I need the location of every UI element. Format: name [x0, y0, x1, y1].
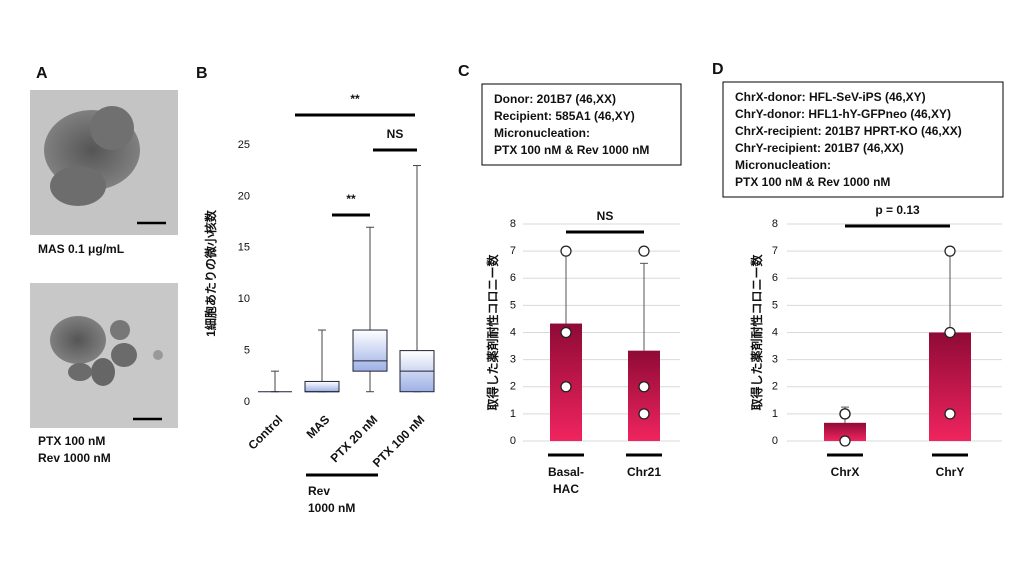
y-tick-label: 2 [772, 381, 778, 393]
data-point [560, 326, 572, 339]
y-tick-label: 6 [772, 272, 778, 284]
y-tick-label: 3 [510, 354, 516, 366]
bar [929, 332, 971, 441]
panel-label: B [196, 65, 208, 82]
significance-label: ** [350, 92, 360, 106]
data-point [638, 381, 650, 393]
y-tick-label: 5 [510, 299, 516, 311]
group-label: Rev 1000 nM [308, 484, 355, 515]
y-tick-label: 5 [244, 345, 250, 357]
bar [824, 422, 866, 441]
data-point [560, 381, 572, 393]
info-line: PTX 100 nM & Rev 1000 nM [735, 175, 890, 189]
x-tick-label: Chr21 [627, 465, 661, 479]
panel-label: D [712, 61, 724, 78]
data-point [560, 245, 572, 257]
x-tick-label: ChrY [936, 465, 965, 479]
significance-label: ** [346, 192, 356, 206]
y-tick-label: 20 [238, 190, 250, 202]
micrograph [30, 90, 178, 235]
caption: PTX 100 nM Rev 1000 nM [38, 434, 111, 465]
y-tick-label: 0 [244, 396, 250, 408]
y-axis-label: 取得した薬剤耐性コロニー数 [485, 254, 500, 411]
info-line: ChrY-donor: HFL1-hY-GFPneo (46,XY) [735, 107, 951, 121]
info-line: Micronucleation: [494, 126, 590, 140]
data-point [839, 435, 851, 447]
data-point [944, 245, 956, 257]
y-tick-label: 2 [510, 381, 516, 393]
box [304, 380, 340, 393]
y-tick-label: 1 [510, 408, 516, 420]
caption: MAS 0.1 μg/mL [38, 242, 124, 256]
y-tick-label: 3 [772, 354, 778, 366]
panel-label: C [458, 63, 470, 80]
data-point [638, 245, 650, 257]
box [352, 329, 388, 372]
y-tick-label: 15 [238, 242, 250, 254]
y-axis-label: 取得した薬剤耐性コロニー数 [749, 254, 764, 411]
y-tick-label: 7 [772, 245, 778, 257]
y-tick-label: 0 [772, 435, 778, 447]
y-tick-label: 0 [510, 435, 516, 447]
y-tick-label: 8 [510, 218, 516, 230]
y-tick-label: 10 [238, 293, 250, 305]
panel-label: A [36, 65, 48, 82]
info-line: Donor: 201B7 (46,XX) [494, 92, 616, 106]
y-axis-label: 1細胞あたりの微小核数 [203, 209, 218, 337]
y-tick-label: 5 [772, 299, 778, 311]
data-point [944, 326, 956, 339]
y-tick-label: 8 [772, 218, 778, 230]
micrograph [30, 283, 178, 428]
info-line: Recipient: 585A1 (46,XY) [494, 109, 635, 123]
y-tick-label: 25 [238, 139, 250, 151]
data-point [638, 408, 650, 420]
info-line: ChrX-donor: HFL-SeV-iPS (46,XY) [735, 90, 926, 104]
data-point [839, 408, 851, 420]
info-line: ChrX-recipient: 201B7 HPRT-KO (46,XX) [735, 124, 962, 138]
y-tick-label: 4 [772, 326, 778, 338]
info-line: Micronucleation: [735, 158, 831, 172]
data-point [944, 408, 956, 420]
y-tick-label: 6 [510, 272, 516, 284]
y-tick-label: 4 [510, 326, 516, 338]
y-tick-label: 1 [772, 408, 778, 420]
info-line: PTX 100 nM & Rev 1000 nM [494, 143, 649, 157]
x-tick-label: Basal-HAC [548, 465, 584, 496]
significance-label: NS [387, 127, 404, 141]
x-tick-label: ChrX [831, 465, 860, 479]
info-line: ChrY-recipient: 201B7 (46,XX) [735, 141, 904, 155]
info-box [722, 81, 1004, 198]
significance-label: NS [597, 209, 614, 223]
info-box [481, 83, 682, 166]
bar [628, 350, 660, 441]
significance-label: p = 0.13 [875, 203, 920, 217]
y-tick-label: 7 [510, 245, 516, 257]
